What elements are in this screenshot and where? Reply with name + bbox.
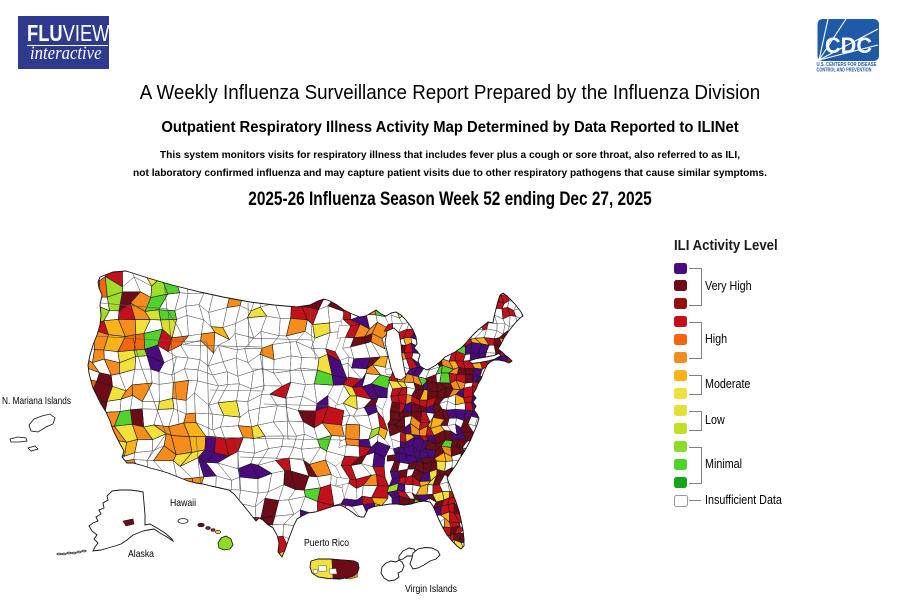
svg-text:Virgin Islands: Virgin Islands [405, 583, 457, 595]
svg-text:U.S. CENTERS FOR DISEASE: U.S. CENTERS FOR DISEASE [817, 62, 877, 68]
svg-text:Alaska: Alaska [128, 548, 154, 560]
svg-text:CONTROL AND PREVENTION: CONTROL AND PREVENTION [817, 68, 872, 74]
svg-text:Hawaii: Hawaii [170, 497, 196, 509]
svg-text:N. Mariana Islands: N. Mariana Islands [2, 395, 71, 407]
svg-text:Puerto Rico: Puerto Rico [304, 537, 349, 549]
svg-text:CDC: CDC [825, 33, 872, 58]
